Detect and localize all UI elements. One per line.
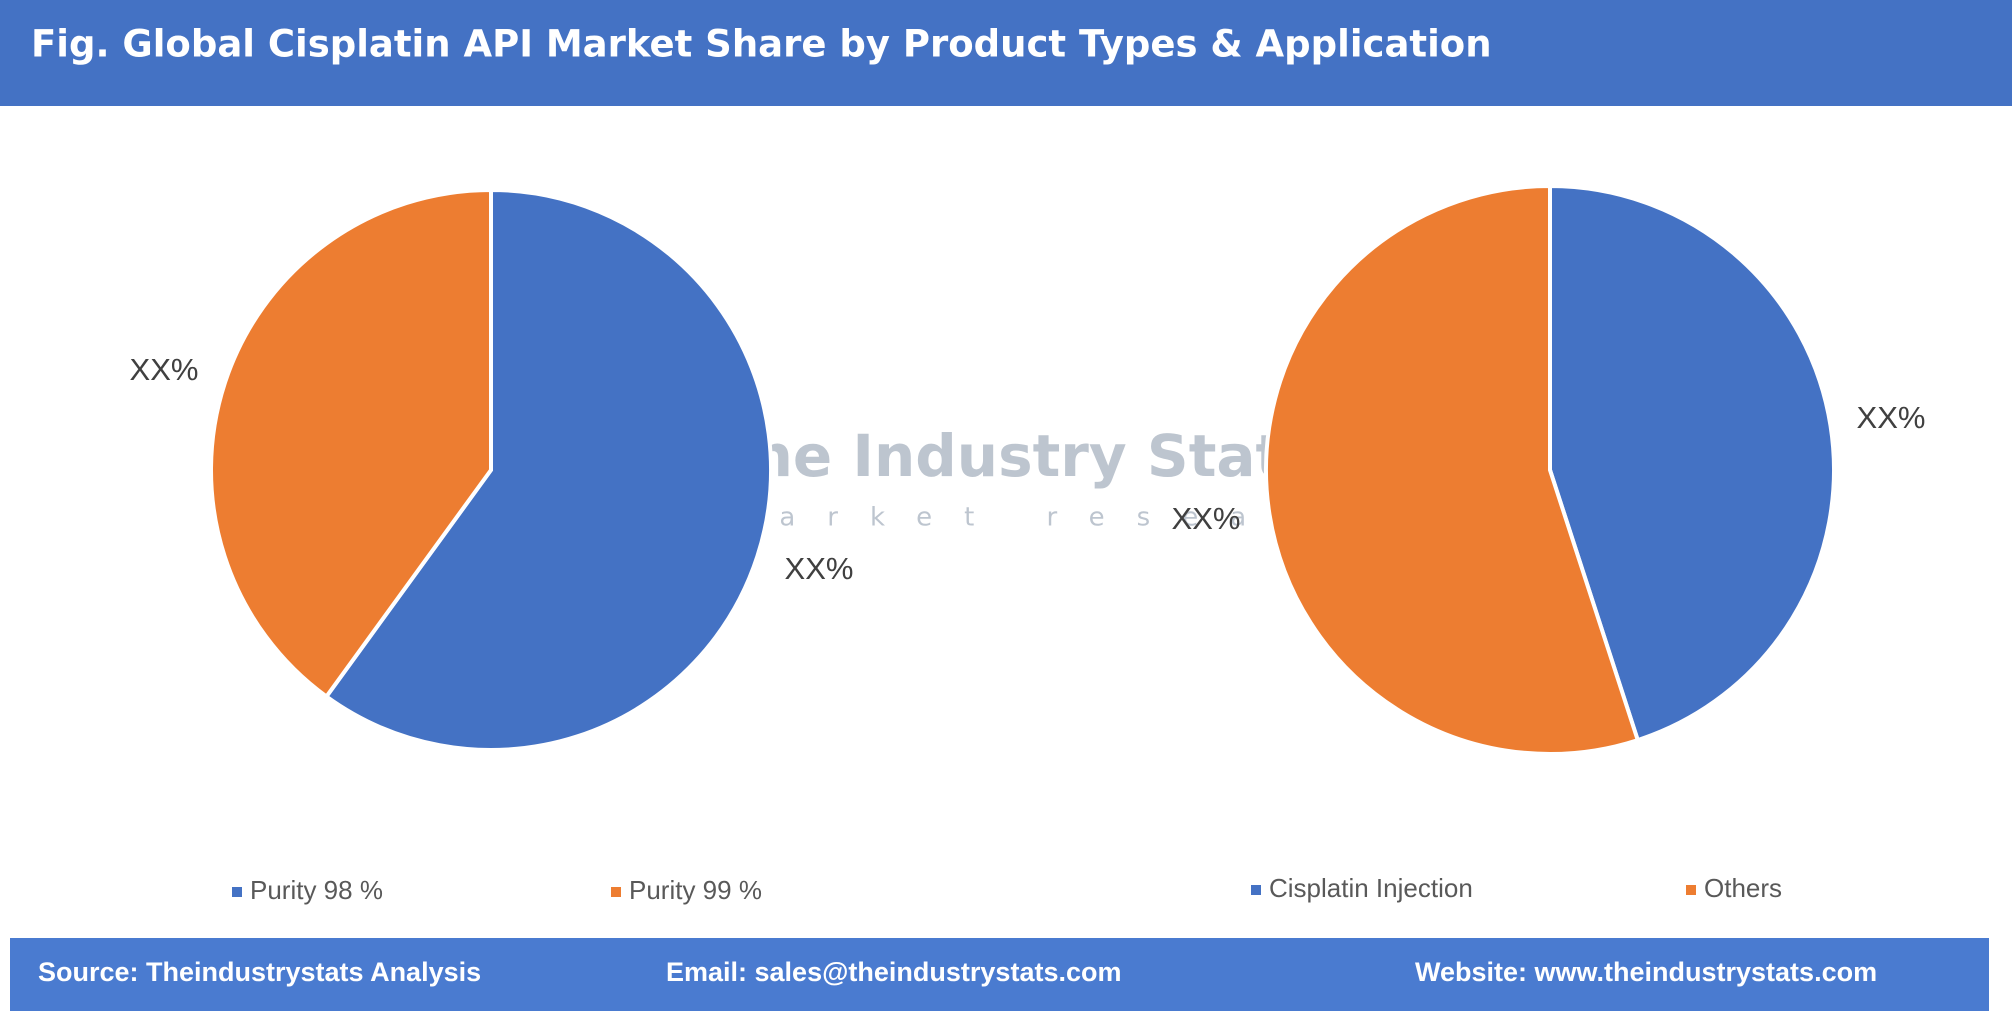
pie-slice [1264,183,1641,756]
pie-slice [323,187,773,752]
legend-label: Others [1704,873,1782,903]
pie-slice [209,187,493,700]
pie-slice [1548,183,1836,743]
footer-band [10,938,1989,1011]
legend-swatch [611,887,621,897]
legend-label: Purity 98 % [250,875,383,905]
data-label: XX% [130,352,199,387]
data-label: XX% [785,551,854,586]
header-band [0,0,2012,106]
charts: XX% XX% Purity 98 % Purity 99 % XX% XX% Cispla… [130,183,1926,905]
watermark-name: The Industry Stats [712,422,1318,490]
data-label: XX% [1857,400,1926,435]
legend-swatch [1686,885,1696,895]
legend-label: Cisplatin Injection [1269,873,1473,903]
data-label: XX% [1172,501,1241,536]
title: Fig. Global Cisplatin API Market Share b… [31,23,1492,66]
legend-swatch [1251,885,1261,895]
legend-swatch [232,887,242,897]
footer-website: Website: www.theindustrystats.com [1415,957,1877,987]
footer-source: Source: Theindustrystats Analysis [38,957,481,987]
footer-email: Email: sales@theindustrystats.com [666,957,1121,987]
legend-label: Purity 99 % [629,875,762,905]
